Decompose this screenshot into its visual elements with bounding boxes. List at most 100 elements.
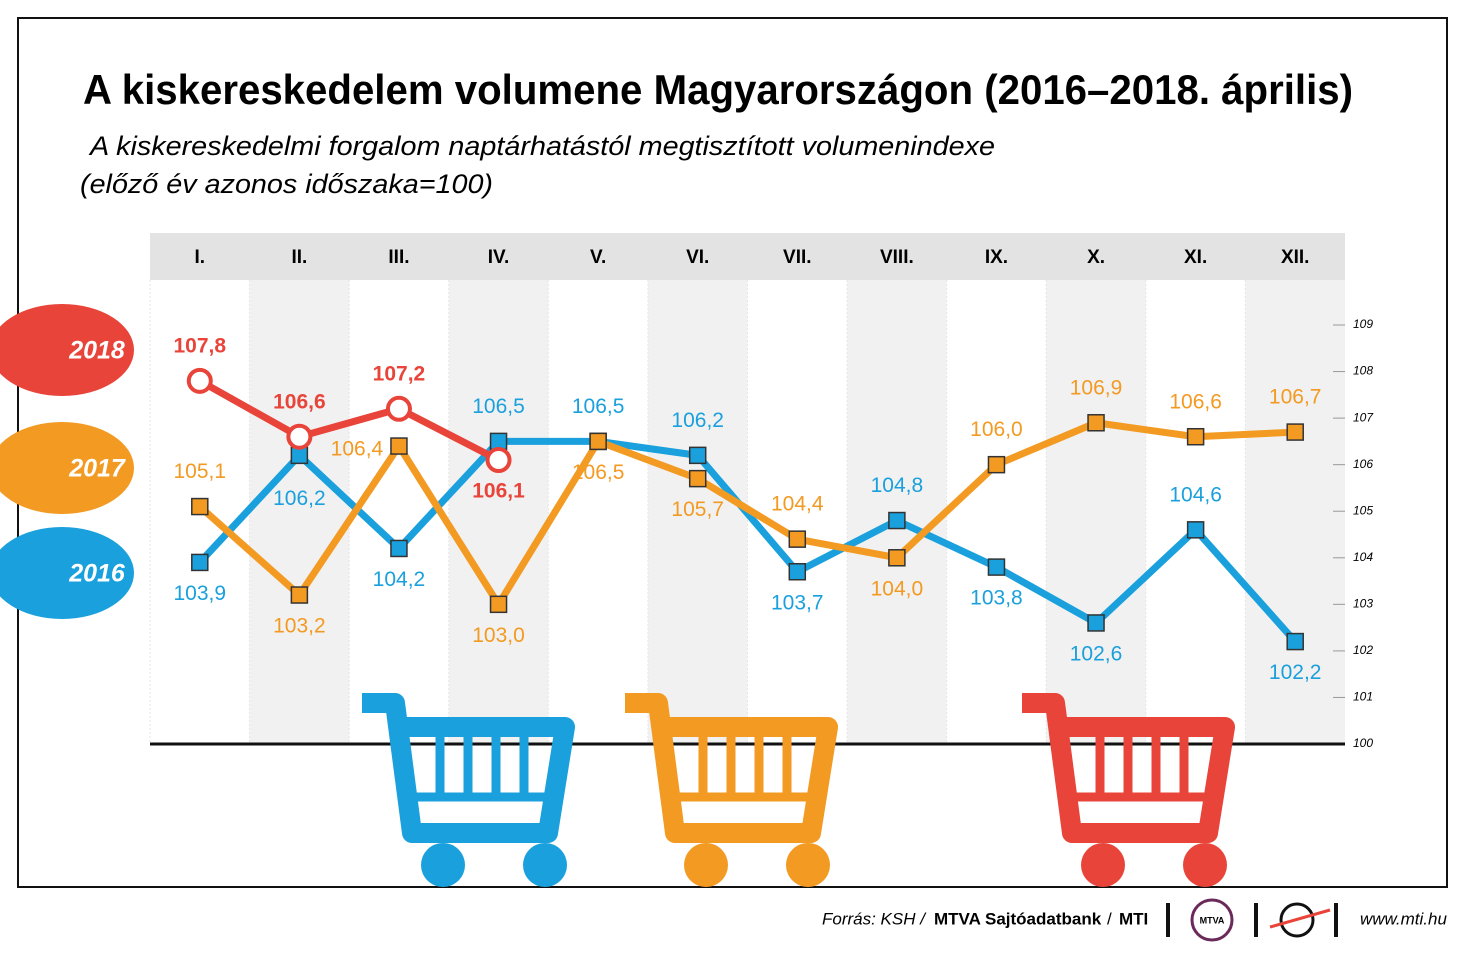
data-label: 104,8 bbox=[871, 474, 924, 497]
data-label: 104,0 bbox=[871, 577, 924, 600]
data-label: 106,6 bbox=[1169, 390, 1222, 413]
marker bbox=[290, 586, 309, 604]
marker bbox=[191, 553, 209, 572]
legend-swatch bbox=[0, 527, 134, 619]
data-label: 106,2 bbox=[273, 487, 326, 510]
marker bbox=[1087, 414, 1105, 432]
y-tick-label: 108 bbox=[1353, 364, 1373, 378]
marker bbox=[888, 511, 906, 530]
y-tick-label: 106 bbox=[1353, 457, 1373, 471]
x-tick-label: III. bbox=[388, 247, 409, 268]
column-band bbox=[1046, 280, 1146, 744]
separator bbox=[1254, 903, 1258, 937]
x-tick-label: VI. bbox=[686, 247, 709, 268]
data-label: 106,5 bbox=[572, 461, 625, 484]
logo bbox=[1190, 898, 1234, 942]
plot: 2018 2017 2016 103,9 106,2 104,2 106,5 106,5 106… bbox=[0, 304, 1321, 684]
source: / bbox=[1107, 909, 1112, 928]
marker bbox=[485, 447, 512, 474]
source: MTVA Sajtóadatbank bbox=[934, 909, 1102, 928]
marker bbox=[1286, 423, 1304, 441]
data-label: 105,1 bbox=[174, 460, 227, 483]
data-label: 106,4 bbox=[331, 438, 384, 461]
y-tick-label: 102 bbox=[1353, 643, 1373, 657]
marker bbox=[1186, 427, 1205, 446]
legend-label: 2017 bbox=[68, 455, 126, 483]
marker bbox=[788, 530, 807, 548]
x-tick-label: VIII. bbox=[880, 247, 914, 268]
data-label: 104,6 bbox=[1169, 483, 1222, 506]
x-tick-label: IV. bbox=[488, 247, 510, 268]
x-tick-label: XII. bbox=[1281, 247, 1310, 268]
data-label: 106,5 bbox=[472, 395, 525, 418]
x-tick-label: X. bbox=[1087, 247, 1105, 268]
data-label: 106,9 bbox=[1070, 376, 1123, 399]
data-label: 106,2 bbox=[671, 409, 724, 432]
logo bbox=[1269, 908, 1331, 929]
y-tick-label: 101 bbox=[1353, 690, 1373, 704]
data-label: 103,8 bbox=[970, 587, 1023, 610]
marker bbox=[1286, 632, 1304, 651]
marker bbox=[688, 469, 707, 488]
marker bbox=[589, 432, 607, 451]
legend-label: 2018 bbox=[68, 337, 125, 365]
y-tick-label: 105 bbox=[1353, 503, 1373, 517]
logo bbox=[1279, 902, 1315, 938]
marker bbox=[1186, 521, 1205, 539]
data-label: 103,0 bbox=[472, 624, 525, 647]
marker bbox=[688, 446, 707, 465]
data-label: 106,1 bbox=[472, 480, 525, 503]
subtitle: A kiskereskedelmi forgalom naptárhatástó… bbox=[88, 131, 995, 161]
marker bbox=[987, 455, 1006, 474]
marker bbox=[385, 395, 412, 422]
data-label: 103,9 bbox=[174, 582, 227, 605]
y-tick-label: 107 bbox=[1353, 410, 1374, 424]
data-label: 104,4 bbox=[771, 493, 824, 516]
column-band bbox=[647, 280, 748, 744]
separator bbox=[1166, 903, 1170, 937]
data-label: 104,2 bbox=[373, 568, 426, 591]
legend-swatch bbox=[0, 304, 134, 396]
marker bbox=[888, 549, 906, 567]
data-label: 106,6 bbox=[273, 390, 326, 413]
line bbox=[197, 437, 1298, 644]
marker bbox=[390, 539, 408, 558]
data-label: 105,7 bbox=[671, 498, 724, 521]
data-label: 102,6 bbox=[1070, 643, 1123, 666]
marker bbox=[987, 558, 1006, 576]
y-tick-label: 100 bbox=[1353, 736, 1373, 750]
data-label: 103,7 bbox=[771, 591, 824, 614]
line bbox=[198, 377, 501, 464]
x-tick-label: XI. bbox=[1184, 247, 1207, 268]
marker bbox=[286, 423, 313, 450]
data-label: 102,2 bbox=[1269, 661, 1322, 684]
chart-title: A kiskereskedelem volumene Magyarországo… bbox=[83, 66, 1353, 113]
source: Forrás: KSH / bbox=[822, 909, 927, 928]
marker bbox=[186, 367, 213, 394]
x-tick-label: II. bbox=[291, 247, 307, 268]
data-label: 106,5 bbox=[572, 395, 625, 418]
y-tick-label: 104 bbox=[1353, 550, 1373, 564]
column-band bbox=[448, 280, 549, 744]
logo-text: MTVA bbox=[1200, 915, 1225, 925]
x-tick-label: IX. bbox=[985, 247, 1008, 268]
separator bbox=[1334, 903, 1338, 937]
header-band bbox=[150, 233, 1345, 280]
y-tick-label: 103 bbox=[1353, 597, 1373, 611]
x-tick-label: V. bbox=[590, 247, 606, 268]
cart-icon bbox=[362, 693, 1235, 887]
url: www.mti.hu bbox=[1360, 909, 1447, 928]
line bbox=[197, 419, 1296, 608]
data-label: 106,7 bbox=[1269, 386, 1322, 409]
column-band bbox=[249, 280, 350, 744]
marker bbox=[489, 432, 508, 451]
column-band bbox=[1245, 280, 1345, 744]
subtitle: (előző év azonos időszaka=100) bbox=[80, 169, 493, 199]
legend-swatch bbox=[0, 422, 134, 514]
legend-label: 2016 bbox=[68, 560, 126, 588]
x-tick-label: VII. bbox=[783, 247, 812, 268]
data-label: 107,2 bbox=[373, 362, 426, 385]
column-bands: I. II. III. IV. V. VI. VII. VIII. IX. X. XI. XII. 10… bbox=[149, 233, 1374, 750]
marker bbox=[290, 446, 309, 465]
